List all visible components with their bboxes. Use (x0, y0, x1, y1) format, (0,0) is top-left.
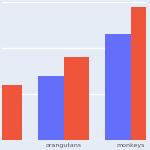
Bar (38, 76, 64, 140)
Bar (64, 57, 89, 140)
Bar (0, 85, 22, 140)
Bar (131, 7, 150, 140)
Bar (105, 34, 131, 140)
